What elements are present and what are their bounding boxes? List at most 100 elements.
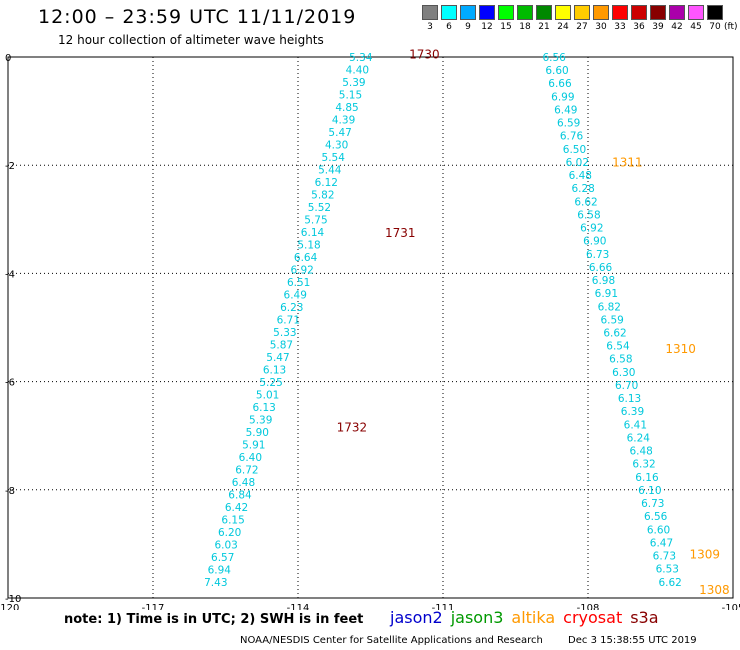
satellite-jason3: jason3 — [450, 608, 504, 627]
legend-label-3: 3 — [427, 22, 433, 32]
wave-height-label: 6.40 — [239, 452, 262, 464]
wave-height-label: 6.12 — [315, 177, 338, 189]
wave-height-label: 6.62 — [603, 328, 626, 340]
wave-height-label: 6.70 — [615, 380, 638, 392]
wave-height-label: 6.47 — [650, 537, 673, 549]
time-label: 1311 — [612, 155, 643, 169]
x-tick-label: -120 — [0, 603, 19, 610]
wave-height-label: 6.59 — [557, 118, 580, 130]
legend-label-27: 27 — [576, 22, 588, 32]
wave-height-label: 5.75 — [304, 214, 327, 226]
wave-height-label: 7.43 — [204, 577, 227, 589]
wave-height-label: 6.24 — [627, 432, 651, 444]
y-tick-label: -6 — [5, 378, 15, 389]
wave-height-label: 6.92 — [290, 264, 313, 276]
wave-height-label: 6.56 — [644, 511, 668, 523]
satellite-altika: altika — [511, 608, 556, 627]
wave-height-label: 6.16 — [635, 472, 659, 484]
y-tick-label: 0 — [5, 53, 11, 64]
footer-timestamp: Dec 3 15:38:55 UTC 2019 — [568, 635, 697, 646]
wave-height-label: 6.60 — [647, 524, 670, 536]
legend-label-24: 24 — [557, 22, 569, 32]
wave-height-label: 5.18 — [297, 239, 320, 251]
wave-height-label: 6.48 — [232, 477, 255, 489]
wave-height-label: 6.66 — [589, 262, 613, 274]
legend-swatch-6 — [441, 5, 457, 20]
wave-height-label: 6.76 — [560, 131, 584, 143]
wave-height-label: 4.30 — [325, 139, 348, 151]
legend-swatch-30 — [593, 5, 609, 20]
time-label: 1309 — [690, 548, 721, 562]
legend-swatch-21 — [536, 5, 552, 20]
y-tick-label: -10 — [5, 594, 21, 605]
wave-height-label: 6.71 — [277, 314, 300, 326]
wave-height-label: 6.58 — [609, 354, 632, 366]
legend-label-18: 18 — [519, 22, 531, 32]
note-text: note: 1) Time is in UTC; 2) SWH is in fe… — [64, 612, 364, 627]
wave-height-label: 6.64 — [294, 252, 318, 264]
wave-height-label: 5.34 — [349, 52, 373, 64]
wave-height-label: 4.39 — [332, 114, 355, 126]
legend-swatch-33 — [612, 5, 628, 20]
wave-height-label: 6.50 — [563, 144, 586, 156]
wave-height-label: 6.49 — [554, 104, 577, 116]
wave-height-label: 6.99 — [551, 91, 574, 103]
wave-height-label: 5.91 — [242, 439, 265, 451]
legend-swatch-27 — [574, 5, 590, 20]
wave-height-label: 6.72 — [235, 464, 258, 476]
wave-height-label: 6.13 — [263, 364, 286, 376]
wave-height-label: 6.73 — [586, 249, 609, 261]
wave-height-label: 6.62 — [574, 196, 597, 208]
legend-swatch-18 — [517, 5, 533, 20]
legend-label-33: 33 — [614, 22, 626, 32]
wave-height-label: 6.66 — [548, 78, 572, 90]
page-subtitle: 12 hour collection of altimeter wave hei… — [58, 33, 324, 47]
wave-height-label: 6.51 — [287, 277, 310, 289]
x-tick-label: -108 — [577, 603, 600, 610]
map-frame — [7, 56, 734, 599]
x-tick-label: -114 — [287, 603, 310, 610]
time-label: 1732 — [337, 421, 368, 435]
legend-label-42: 42 — [671, 22, 683, 32]
wave-height-label: 4.85 — [335, 102, 358, 114]
wave-height-label: 6.15 — [221, 514, 244, 526]
wave-height-label: 6.32 — [632, 459, 655, 471]
y-tick-label: -2 — [5, 161, 15, 172]
legend-swatch-24 — [555, 5, 571, 20]
wave-height-label: 6.73 — [641, 498, 664, 510]
altimeter-map: -120 -117 -114 -111 -108 -105 0 -2 -4 -6 -8 -10 5.34… — [0, 47, 740, 610]
legend-label-36: 36 — [633, 22, 645, 32]
legend-swatch-70 — [707, 5, 723, 20]
wave-height-label: 5.39 — [342, 77, 365, 89]
wave-height-label: 6.41 — [624, 419, 647, 431]
satellite-cryosat: cryosat — [563, 608, 623, 627]
wave-height-label: 4.40 — [346, 64, 369, 76]
wave-height-label: 6.92 — [580, 223, 603, 235]
wave-height-label: 6.48 — [629, 446, 652, 458]
satellite-key: jason2 jason3 altika cryosat s3a — [390, 608, 667, 627]
wave-height-label: 6.62 — [658, 577, 681, 589]
footer: NOAA/NESDIS Center for Satellite Applica… — [240, 635, 697, 646]
wave-height-label: 6.03 — [214, 539, 237, 551]
legend-swatch-9 — [460, 5, 476, 20]
time-label: 1731 — [385, 226, 416, 240]
legend-swatch-39 — [650, 5, 666, 20]
wave-height-label: 5.82 — [311, 189, 334, 201]
y-tick-label: -4 — [5, 269, 15, 280]
wave-height-label: 6.84 — [228, 489, 252, 501]
wave-height-label: 6.10 — [638, 485, 661, 497]
x-tick-label: -105 — [722, 603, 740, 610]
wave-height-label: 6.60 — [545, 65, 568, 77]
wave-height-label: 6.42 — [225, 502, 248, 514]
wave-height-label: 5.25 — [259, 377, 282, 389]
legend-swatch-42 — [669, 5, 685, 20]
wave-height-label: 6.28 — [571, 183, 594, 195]
wave-height-label: 5.52 — [308, 202, 331, 214]
legend-label-45: 45 — [690, 22, 702, 32]
y-tick-label: -8 — [5, 486, 15, 497]
legend-label-9: 9 — [465, 22, 471, 32]
legend-swatch-36 — [631, 5, 647, 20]
wave-height-label: 6.82 — [598, 301, 621, 313]
wave-height-label: 5.33 — [273, 327, 296, 339]
wave-height-label: 6.98 — [592, 275, 615, 287]
